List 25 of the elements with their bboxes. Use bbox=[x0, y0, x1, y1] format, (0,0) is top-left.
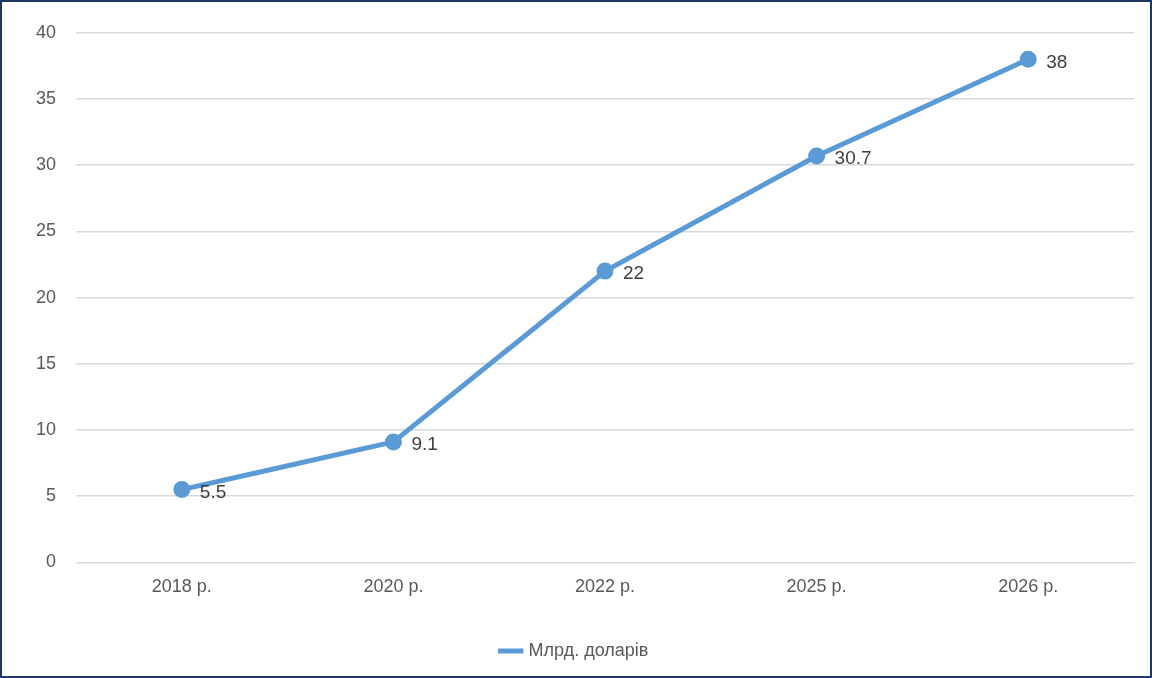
y-tick-label: 5 bbox=[46, 485, 57, 506]
x-tick-label: 2020 р. bbox=[363, 576, 424, 597]
y-tick-label: 40 bbox=[35, 21, 57, 42]
data-label: 9.1 bbox=[411, 433, 438, 455]
point bbox=[384, 433, 402, 451]
x-tick-label: 2025 р. bbox=[786, 576, 847, 597]
point bbox=[596, 262, 614, 280]
y-tick-label: 30 bbox=[35, 154, 57, 175]
point bbox=[173, 481, 191, 499]
y-tick-label: 15 bbox=[35, 352, 57, 373]
y-tick-label: 0 bbox=[46, 551, 57, 572]
y-tick-label: 10 bbox=[35, 418, 57, 439]
data-label: 22 bbox=[623, 262, 645, 284]
x-tick-label: 2022 р. bbox=[574, 576, 636, 597]
y-tick-label: 35 bbox=[35, 87, 57, 108]
data-label: 38 bbox=[1046, 50, 1068, 72]
data-label: 30.7 bbox=[834, 147, 872, 169]
x-tick-label: 2026 р. bbox=[998, 576, 1059, 597]
data-label: 5.5 bbox=[199, 480, 227, 502]
y-tick-label: 25 bbox=[35, 220, 57, 241]
point bbox=[1019, 50, 1037, 68]
point bbox=[808, 147, 826, 165]
y-tick-label: 20 bbox=[35, 286, 57, 307]
x-tick-label: 2018 р. bbox=[151, 576, 212, 597]
legend-label: Млрд. доларів bbox=[528, 639, 649, 660]
